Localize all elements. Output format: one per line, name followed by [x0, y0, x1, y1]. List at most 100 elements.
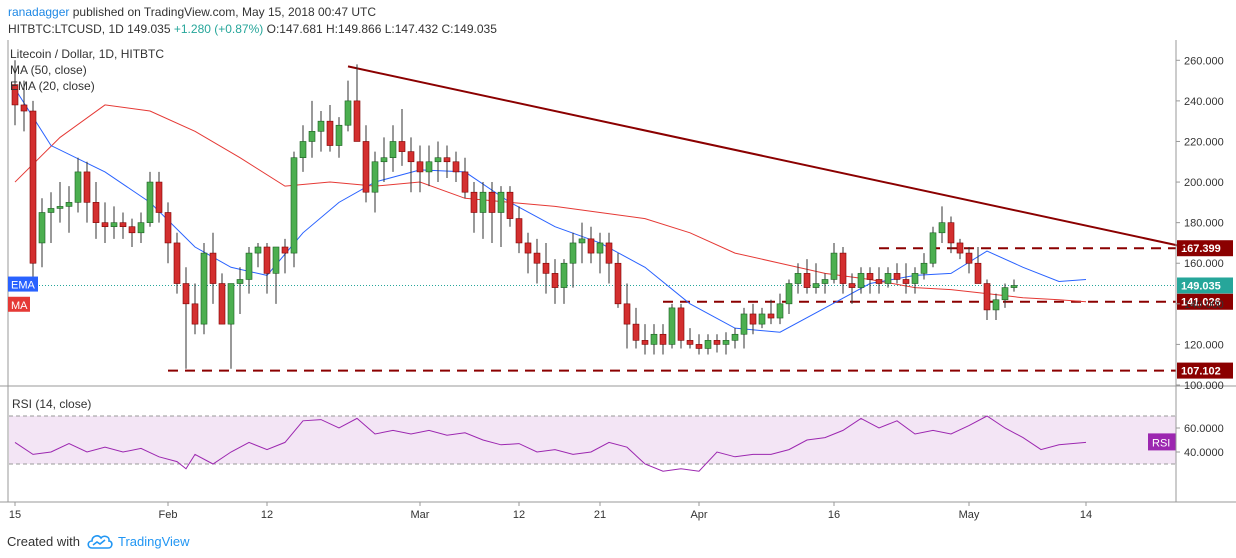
- price-grid: [0, 40, 1236, 503]
- price-change: +1.280 (+0.87%): [173, 22, 264, 36]
- open-value: O:147.681: [266, 22, 323, 36]
- candle-body: [821, 279, 829, 284]
- candle-body: [515, 218, 523, 244]
- candle-body: [974, 262, 982, 284]
- candle-body: [830, 252, 838, 280]
- time-tick-label: 12: [513, 509, 525, 521]
- author-link[interactable]: ranadagger: [8, 5, 70, 19]
- tradingview-brand[interactable]: TradingView: [118, 534, 190, 549]
- candle-body: [641, 340, 649, 345]
- support-resistance-levels: 167.399 141.026 107.102: [9, 240, 1233, 379]
- candle-body: [128, 226, 136, 234]
- price-tick-label: 120.000: [1184, 339, 1224, 351]
- rsi-tick-label: 60.0000: [1184, 423, 1224, 435]
- candle-body: [713, 340, 721, 345]
- candle-body: [407, 151, 415, 163]
- legend-ma: MA (50, close): [10, 63, 87, 77]
- ema-badge: [8, 276, 38, 292]
- candle-body: [785, 283, 793, 305]
- quote-line: HITBTC:LTCUSD, 1D 149.035 +1.280 (+0.87%…: [8, 22, 497, 36]
- candle-body: [956, 242, 964, 254]
- candle-body: [614, 262, 622, 305]
- candle-body: [38, 212, 46, 244]
- candle-body: [470, 191, 478, 213]
- candle-body: [335, 124, 343, 146]
- candle-body: [362, 141, 370, 193]
- rsi-band: [9, 416, 1176, 464]
- candle-body: [263, 246, 271, 274]
- rsi-line: [14, 415, 1087, 472]
- candle-body: [254, 246, 262, 254]
- candle-body: [344, 100, 352, 126]
- candle-body: [119, 222, 127, 228]
- candle-body: [218, 283, 226, 325]
- candle-body: [749, 313, 757, 325]
- level-badge-label: 141.026: [1181, 297, 1221, 309]
- publish-line: ranadagger published on TradingView.com,…: [8, 5, 376, 19]
- last-price: 149.035: [127, 22, 171, 36]
- candle-body: [551, 273, 559, 288]
- candle-body: [416, 161, 424, 173]
- candle-body: [317, 120, 325, 132]
- candle-body: [650, 333, 658, 345]
- candle-body: [272, 246, 280, 274]
- candle-body: [92, 202, 100, 223]
- candle-body: [605, 242, 613, 264]
- rsi-badge-label: RSI: [1152, 437, 1170, 449]
- candle-body: [848, 283, 856, 288]
- price-tick-label: 100.000: [1184, 380, 1224, 392]
- level-badge: [1177, 362, 1233, 379]
- candle-body: [677, 307, 685, 341]
- candle-body: [794, 273, 802, 284]
- candle-body: [11, 84, 19, 106]
- candle-body: [155, 181, 163, 213]
- candle-body: [947, 222, 955, 244]
- candle-body: [83, 171, 91, 203]
- price-chart[interactable]: RSI (14, close) RSI 167.399 141.026 107.102…: [0, 40, 1236, 528]
- candle-body: [884, 273, 892, 284]
- rsi-badge: [1148, 433, 1176, 451]
- rsi-legend: RSI (14, close): [12, 397, 91, 411]
- published-text: published on TradingView.com, May 15, 20…: [72, 5, 377, 19]
- candle-body: [902, 279, 910, 284]
- candle-body: [578, 238, 586, 244]
- level-badge: [1177, 293, 1233, 310]
- candle-body: [911, 273, 919, 284]
- trendline-segment: [347, 65, 1186, 248]
- chart-legend: Litecoin / Dollar, 1D, HITBTC MA (50, cl…: [10, 47, 164, 93]
- candle-body: [965, 252, 973, 264]
- candle-body: [20, 104, 28, 112]
- candle-body: [740, 313, 748, 335]
- time-tick-label: 16: [828, 509, 840, 521]
- trendline: [347, 65, 1186, 248]
- candle-body: [758, 313, 766, 325]
- candle-body: [776, 303, 784, 319]
- ma-badge: [8, 296, 30, 312]
- price-tick-label: 160.000: [1184, 258, 1224, 270]
- candle-body: [524, 242, 532, 254]
- candle-body: [452, 161, 460, 173]
- time-tick-label: 21: [594, 509, 606, 521]
- level-badge-label: 107.102: [1181, 366, 1221, 378]
- ma50-line: [14, 104, 1087, 303]
- candle-body: [992, 299, 1000, 311]
- candle-body: [56, 206, 64, 209]
- candle-body: [434, 157, 442, 163]
- time-tick-label: Mar: [411, 509, 430, 521]
- candle-body: [290, 157, 298, 254]
- candle-body: [623, 303, 631, 325]
- ma-badge-label: MA: [11, 300, 28, 312]
- low-value: L:147.432: [384, 22, 439, 36]
- candle-body: [767, 313, 775, 319]
- price-tick-label: 220.000: [1184, 136, 1224, 148]
- candle-body: [191, 303, 199, 325]
- last-price-label: 149.035: [1181, 280, 1221, 292]
- candle-body: [920, 262, 928, 274]
- candle-body: [497, 191, 505, 213]
- candle-body: [596, 242, 604, 254]
- candle-body: [668, 307, 676, 345]
- candle-body: [695, 344, 703, 349]
- tradingview-cloud-icon: [87, 535, 113, 549]
- price-tick-label: 200.000: [1184, 177, 1224, 189]
- candle-body: [803, 273, 811, 288]
